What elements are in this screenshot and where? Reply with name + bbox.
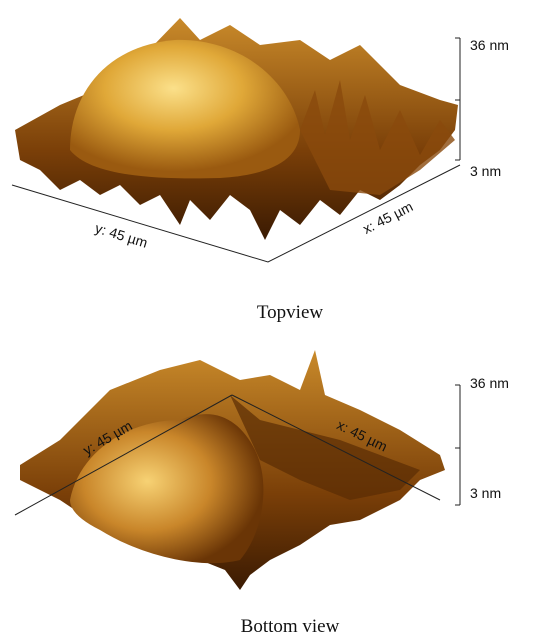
x-axis-label: x: 45 µm bbox=[360, 198, 415, 237]
z-max-label: 36 nm bbox=[470, 37, 509, 53]
z-min-label: 3 nm bbox=[470, 485, 501, 501]
z-max-label: 36 nm bbox=[470, 375, 509, 391]
caption: Bottom view bbox=[241, 616, 340, 637]
caption: Topview bbox=[257, 302, 323, 323]
top-panel: 36 nm 3 nm y: 45 µm x: 45 µm Topview bbox=[12, 18, 509, 323]
bottom-panel: 36 nm 3 nm y: 45 µm x: 45 µm Bottom view bbox=[15, 350, 509, 637]
figure: 36 nm 3 nm y: 45 µm x: 45 µm Topview 36 … bbox=[0, 0, 540, 639]
z-min-label: 3 nm bbox=[470, 163, 501, 179]
